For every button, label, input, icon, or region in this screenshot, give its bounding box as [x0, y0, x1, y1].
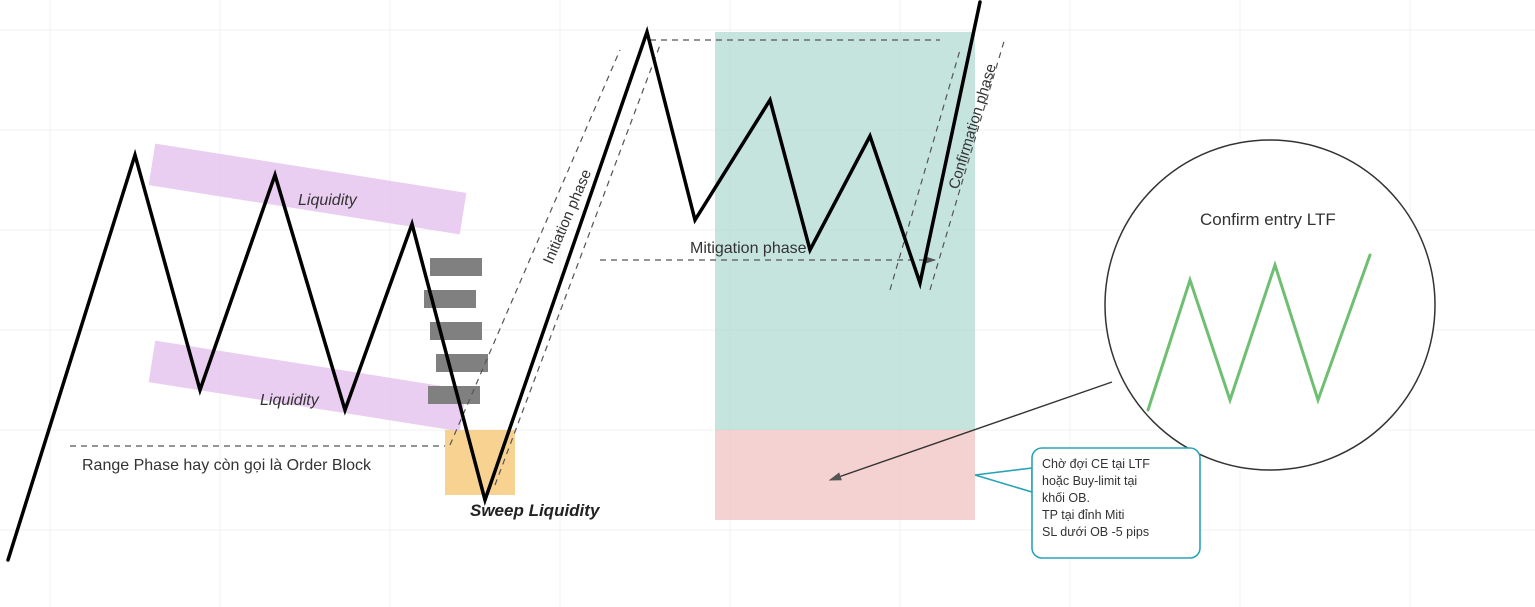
liquidity-top: Liquidity	[298, 192, 358, 209]
gray-bar	[436, 354, 488, 372]
callout-line: hoặc Buy-limit tại	[1042, 474, 1137, 488]
sweep: Sweep Liquidity	[470, 501, 601, 520]
confirm-entry: Confirm entry LTF	[1200, 210, 1336, 229]
liquidity-bottom: Liquidity	[260, 392, 320, 409]
mitigation: Mitigation phase	[690, 240, 807, 257]
callout-line: Chờ đợi CE tại LTF	[1042, 457, 1150, 471]
mitigation-zone	[715, 32, 975, 430]
range-phase: Range Phase hay còn gọi là Order Block	[82, 457, 372, 474]
callout-line: TP tại đỉnh Miti	[1042, 508, 1124, 522]
callout-line: khối OB.	[1042, 491, 1090, 505]
callout-line: SL dưới OB -5 pips	[1042, 525, 1149, 539]
confirm-entry-circle	[1105, 140, 1435, 470]
gray-bar	[430, 258, 482, 276]
